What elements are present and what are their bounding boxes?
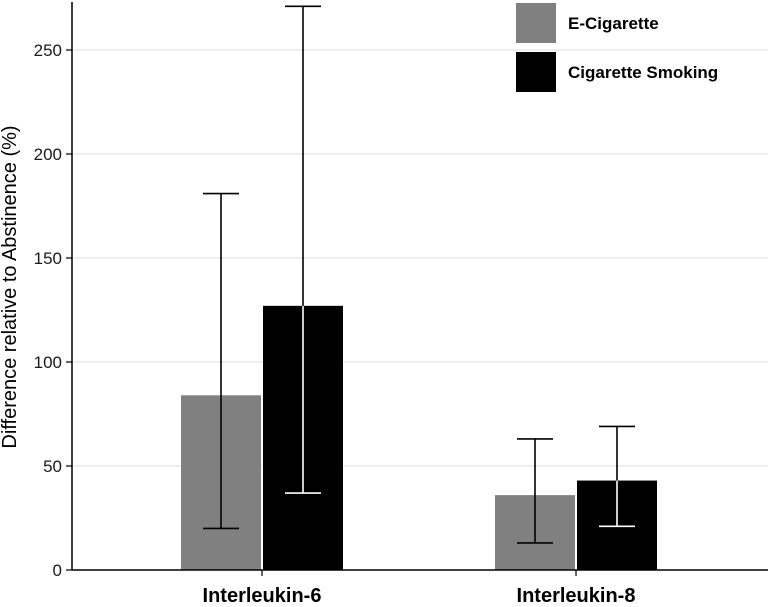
x-category-labels: Interleukin-6 Interleukin-8 (203, 570, 636, 607)
y-tick-label: 200 (34, 145, 62, 164)
y-tick-label: 100 (34, 353, 62, 372)
legend-swatch-cigarette-smoking (516, 52, 556, 92)
bars (181, 305, 657, 570)
error-bars (203, 5, 635, 544)
y-tick-label: 150 (34, 249, 62, 268)
x-category-label: Interleukin-6 (203, 585, 322, 607)
legend-label: Cigarette Smoking (568, 63, 718, 82)
x-category-label: Interleukin-8 (517, 585, 636, 607)
y-axis-title: Difference relative to Abstinence (%) (0, 125, 21, 448)
y-tick-label: 0 (53, 561, 62, 580)
y-ticks: 0 50 100 150 200 250 (34, 41, 72, 580)
y-tick-label: 50 (43, 457, 62, 476)
legend: E-Cigarette Cigarette Smoking (516, 3, 718, 92)
legend-label: E-Cigarette (568, 14, 659, 33)
legend-swatch-e-cigarette (516, 3, 556, 43)
y-tick-label: 250 (34, 41, 62, 60)
axes (71, 2, 768, 571)
gridlines (72, 49, 768, 467)
